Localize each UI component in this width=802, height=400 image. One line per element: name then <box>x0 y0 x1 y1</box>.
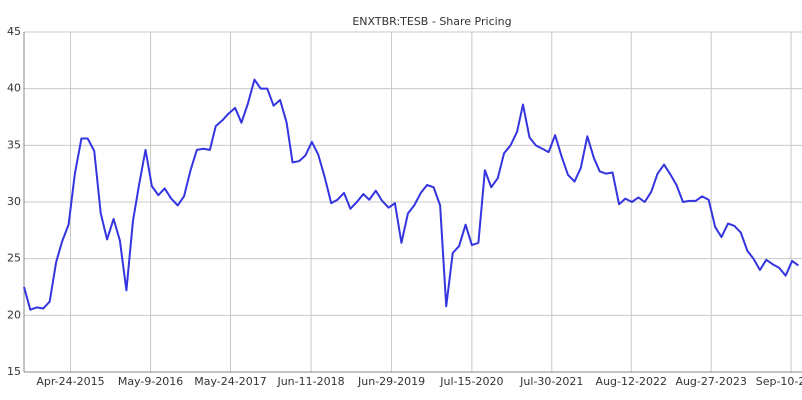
x-tick-label: Apr-24-2015 <box>36 375 104 388</box>
x-tick-label: Jul-30-2021 <box>519 375 583 388</box>
y-tick-label: 45 <box>7 25 21 38</box>
x-tick-label: May-9-2016 <box>118 375 183 388</box>
price-line <box>23 78 800 311</box>
x-tick-label: Jul-15-2020 <box>439 375 503 388</box>
chart-title: ENXTBR:TESB - Share Pricing <box>352 15 511 28</box>
y-tick-label: 30 <box>7 195 21 208</box>
x-tick-label: May-24-2017 <box>194 375 266 388</box>
y-tick-label: 40 <box>7 82 21 95</box>
x-tick-label: Aug-27-2023 <box>675 375 746 388</box>
x-tick-label: Sep-10-2024 <box>756 375 802 388</box>
y-tick-label: 35 <box>7 138 21 151</box>
y-tick-label: 25 <box>7 252 21 265</box>
x-tick-label: Jun-29-2019 <box>357 375 425 388</box>
x-tick-label: Aug-12-2022 <box>596 375 667 388</box>
y-tick-label: 20 <box>7 308 21 321</box>
y-tick-label: 15 <box>7 365 21 378</box>
x-tick-label: Jun-11-2018 <box>276 375 344 388</box>
